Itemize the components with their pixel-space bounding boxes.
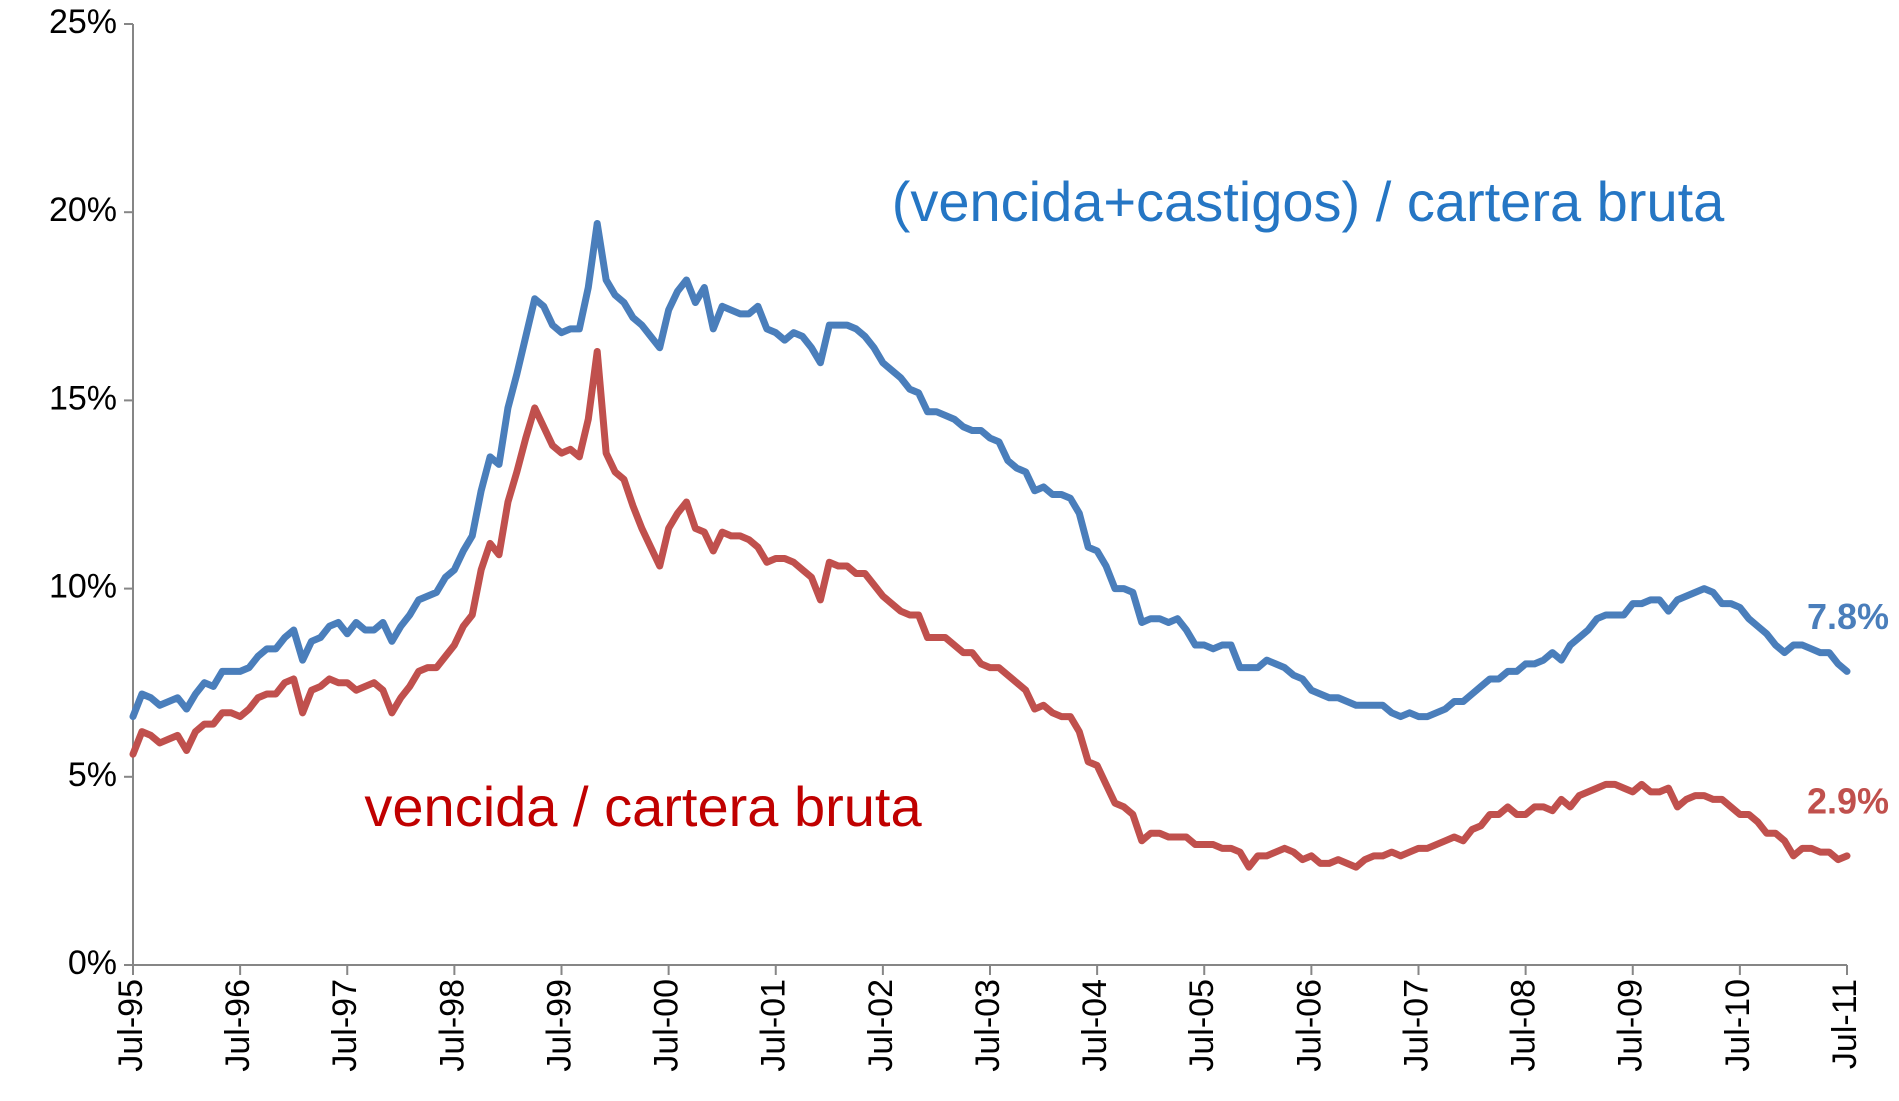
y-tick-label: 5% <box>68 756 117 794</box>
series-line <box>129 219 1851 721</box>
value-label: 7.8% <box>1807 596 1889 637</box>
y-tick-label: 0% <box>68 944 117 982</box>
x-tick-label: Jul-95 <box>112 979 150 1072</box>
y-tick-label: 20% <box>49 191 117 229</box>
x-tick-label: Jul-98 <box>433 979 471 1072</box>
x-tick-label: Jul-08 <box>1505 979 1543 1072</box>
x-tick-label: Jul-97 <box>326 979 364 1072</box>
x-tick-label: Jul-02 <box>862 979 900 1072</box>
x-tick-label: Jul-03 <box>969 979 1007 1072</box>
x-tick-label: Jul-00 <box>648 979 686 1072</box>
series-label: (vencida+castigos) / cartera bruta <box>892 170 1725 233</box>
x-tick-label: Jul-10 <box>1719 979 1757 1072</box>
x-tick-label: Jul-01 <box>755 979 793 1072</box>
x-tick-label: Jul-07 <box>1397 979 1435 1072</box>
series-line <box>129 347 1851 871</box>
y-tick-label: 15% <box>49 379 117 417</box>
value-label: 2.9% <box>1807 780 1889 821</box>
x-tick-label: Jul-05 <box>1183 979 1221 1072</box>
x-tick-label: Jul-09 <box>1612 979 1650 1072</box>
y-tick-label: 25% <box>49 3 117 41</box>
series-label: vencida / cartera bruta <box>364 775 922 838</box>
x-tick-label: Jul-96 <box>219 979 257 1072</box>
x-tick-label: Jul-04 <box>1076 979 1114 1072</box>
x-tick-label: Jul-99 <box>540 979 578 1072</box>
y-tick-label: 10% <box>49 568 117 606</box>
x-tick-label: Jul-06 <box>1290 979 1328 1072</box>
x-tick-label: Jul-11 <box>1826 979 1864 1069</box>
